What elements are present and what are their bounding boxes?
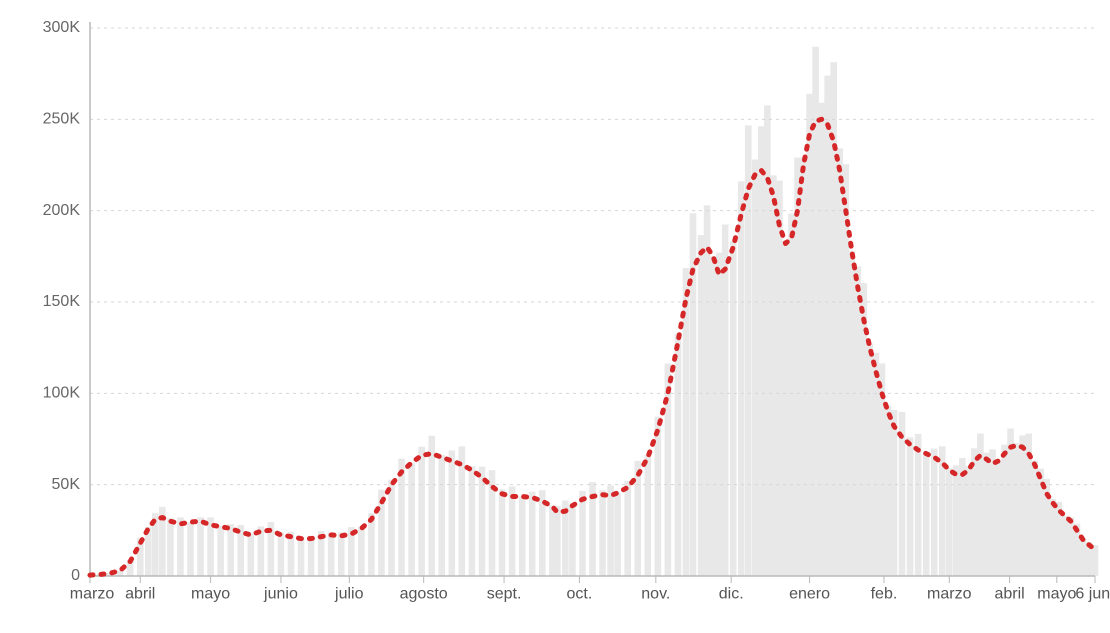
x-tick-label: marzo xyxy=(70,585,115,602)
x-tick-label: junio xyxy=(263,585,298,602)
x-tick-label: sept. xyxy=(487,585,522,602)
x-tick-label: feb. xyxy=(871,585,898,602)
x-tick-label: julio xyxy=(334,585,364,602)
x-tick-label: oct. xyxy=(567,585,593,602)
line-chart: 0 50K 100K 150K 200K 250K 300K marzo abril mayo ju… xyxy=(0,0,1110,633)
x-tick-label: 6 jun. xyxy=(1075,585,1110,602)
x-tick-label: abril xyxy=(125,585,155,602)
y-tick-label: 100K xyxy=(43,385,81,402)
x-tick-label: mayo xyxy=(191,585,230,602)
x-tick-label: mayo xyxy=(1037,585,1076,602)
x-tick-label: marzo xyxy=(927,585,972,602)
y-tick-label: 250K xyxy=(43,111,81,128)
y-tick-label: 300K xyxy=(43,19,81,36)
x-tick-label: abril xyxy=(994,585,1024,602)
y-tick-label: 0 xyxy=(71,567,80,584)
y-tick-label: 150K xyxy=(43,293,81,310)
chart-svg: 0 50K 100K 150K 200K 250K 300K marzo abril mayo ju… xyxy=(0,0,1110,633)
y-tick-label: 50K xyxy=(52,476,81,493)
x-tick-label: agosto xyxy=(400,585,448,602)
x-tick-label: nov. xyxy=(641,585,670,602)
x-tick-label: dic. xyxy=(719,585,744,602)
x-tick-label: enero xyxy=(789,585,830,602)
y-tick-label: 200K xyxy=(43,202,81,219)
